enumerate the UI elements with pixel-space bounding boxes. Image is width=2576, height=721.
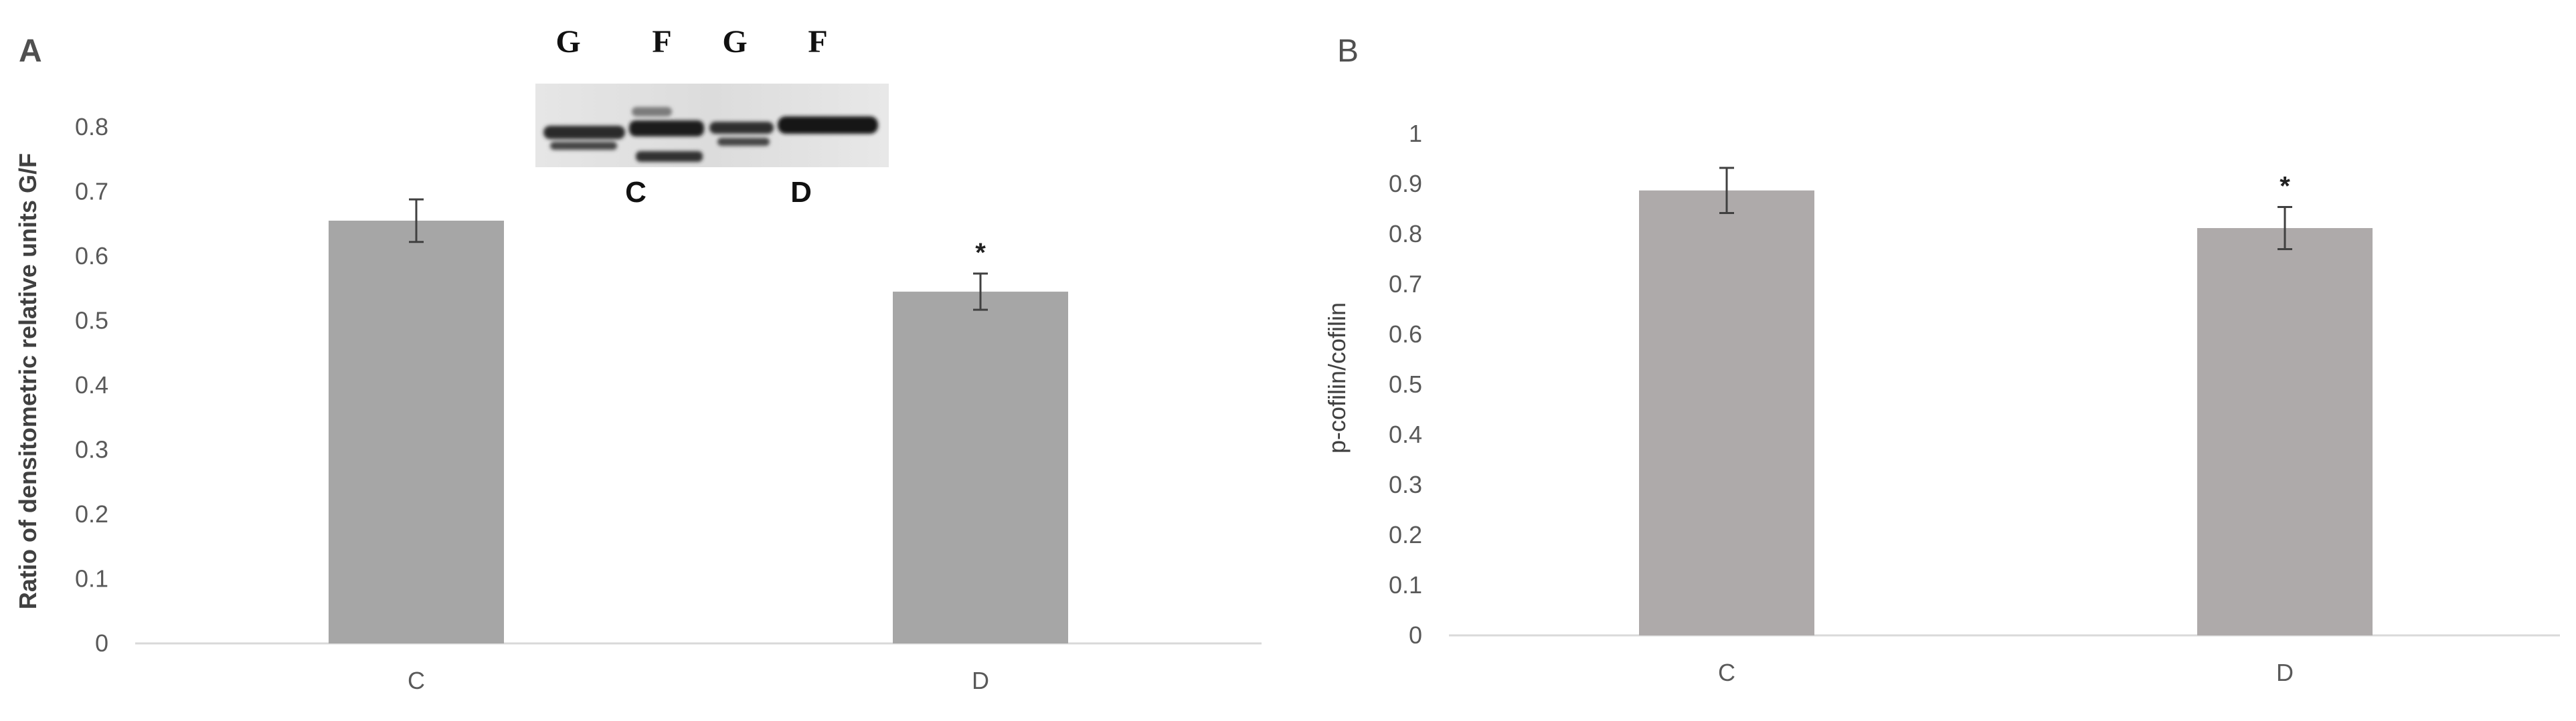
blot-band xyxy=(709,122,774,134)
error-bar xyxy=(1719,167,1734,214)
blot-band xyxy=(550,142,617,150)
panel-a-letter: A xyxy=(19,33,42,69)
y-tick-label: 0.2 xyxy=(75,500,108,528)
significance-marker: * xyxy=(975,238,986,268)
blot-band xyxy=(632,107,672,116)
y-tick-label: 0 xyxy=(95,629,108,657)
significance-marker: * xyxy=(2280,172,2290,201)
panel-b-chart: B p-cofilin/cofilin 00.10.20.30.40.50.60… xyxy=(1323,33,2560,686)
y-tick-label: 0.1 xyxy=(75,565,108,593)
blot-group-label-d: D xyxy=(790,176,812,209)
y-tick-label: 0.4 xyxy=(1389,421,1422,448)
panel-b-y-ticks: 0 0.1 0.2 0.3 0.4 0.5 0.6 0.7 0.8 0.9 1 xyxy=(1389,120,1422,649)
y-tick-label: 0.7 xyxy=(75,178,108,205)
y-tick-label: 0.6 xyxy=(75,242,108,270)
bar-c xyxy=(1639,190,1814,635)
y-tick-label: 0.3 xyxy=(75,436,108,463)
y-tick-label: 0.2 xyxy=(1389,521,1422,548)
blot-lane-label-f1: F xyxy=(652,24,671,60)
bar-c xyxy=(329,220,504,643)
panel-b-annotations: * xyxy=(2280,172,2290,201)
blot-bands xyxy=(543,107,878,162)
bar-d xyxy=(893,292,1068,643)
y-tick-label: 0.4 xyxy=(75,371,108,399)
western-blot-inset: G F G F C D xyxy=(535,24,889,209)
x-tick-label: C xyxy=(408,667,425,694)
x-tick-label: D xyxy=(972,667,989,694)
panel-b-bars xyxy=(1639,190,2373,635)
bar-d xyxy=(2197,228,2373,635)
y-tick-label: 0 xyxy=(1409,621,1422,649)
panel-a-chart: A Ratio of densitometric relative units … xyxy=(14,24,1262,694)
y-tick-label: 0.7 xyxy=(1389,270,1422,298)
y-tick-label: 0.1 xyxy=(1389,571,1422,599)
y-tick-label: 0.6 xyxy=(1389,320,1422,348)
blot-group-label-c: C xyxy=(625,176,647,209)
panel-b-letter: B xyxy=(1337,33,1359,69)
blot-lane-label-g1: G xyxy=(555,24,580,60)
panel-a-annotations: * xyxy=(975,238,986,268)
blot-band xyxy=(629,120,704,136)
panel-b-y-axis-label: p-cofilin/cofilin xyxy=(1323,302,1351,453)
y-tick-label: 0.3 xyxy=(1389,471,1422,498)
panel-a-y-ticks: 0 0.1 0.2 0.3 0.4 0.5 0.6 0.7 0.8 xyxy=(75,113,108,657)
blot-band xyxy=(717,138,770,146)
blot-band xyxy=(636,151,703,162)
error-bar xyxy=(973,272,988,311)
x-tick-label: C xyxy=(1718,659,1735,686)
panel-b-error-bars xyxy=(1719,167,2292,250)
panel-a-y-axis-label: Ratio of densitometric relative units G/… xyxy=(14,153,41,609)
panel-a-bars xyxy=(329,220,1068,643)
y-tick-label: 1 xyxy=(1409,120,1422,147)
x-tick-label: D xyxy=(2276,659,2294,686)
error-bar xyxy=(2278,206,2292,250)
y-tick-label: 0.8 xyxy=(75,113,108,140)
y-tick-label: 0.8 xyxy=(1389,220,1422,247)
y-tick-label: 0.9 xyxy=(1389,170,1422,197)
panel-a-error-bars xyxy=(409,198,988,311)
blot-lane-label-g2: G xyxy=(722,24,747,60)
error-bar xyxy=(409,198,424,243)
blot-band xyxy=(778,116,878,134)
blot-lane-label-f2: F xyxy=(808,24,827,60)
blot-band xyxy=(543,126,625,139)
y-tick-label: 0.5 xyxy=(75,307,108,334)
y-tick-label: 0.5 xyxy=(1389,371,1422,398)
